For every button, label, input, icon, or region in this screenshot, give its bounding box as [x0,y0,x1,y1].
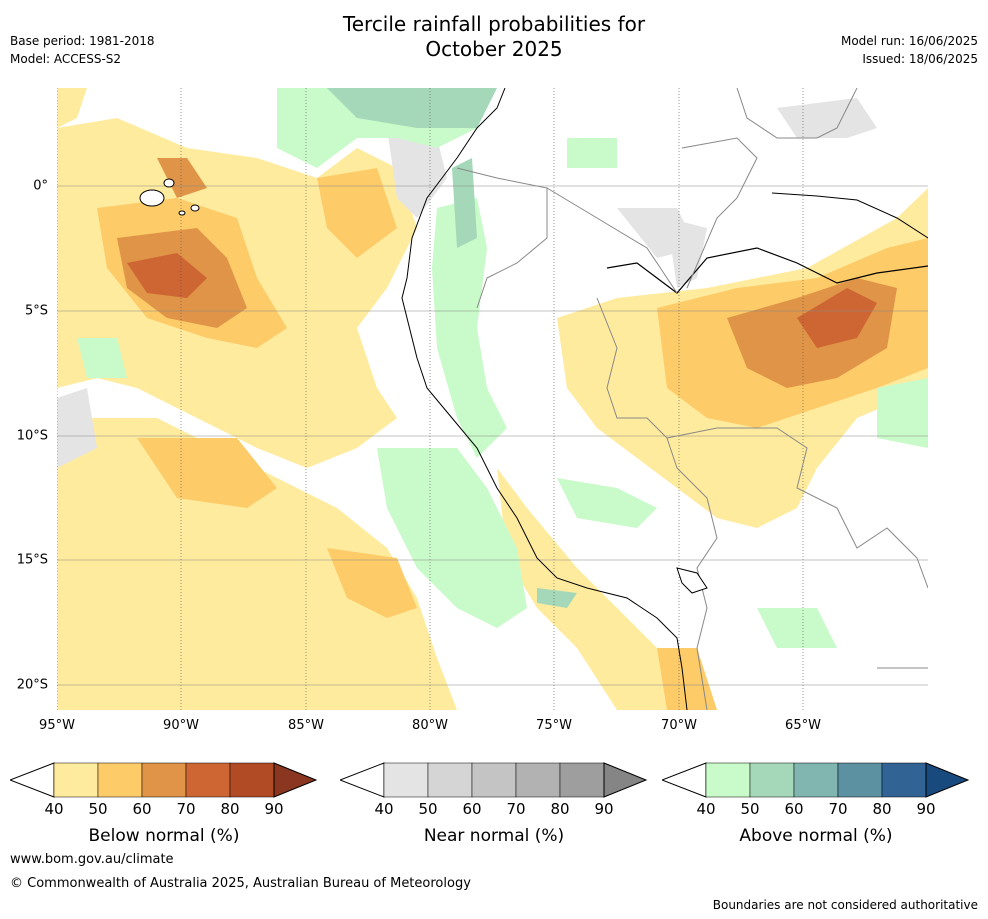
coastline [401,88,688,710]
lat-label-10s: 10°S [16,428,48,444]
lon-label-90w: 90°W [163,718,199,733]
cbar3-tick-50: 50 [740,800,760,818]
meta-left: Base period: 1981-2018 Model: ACCESS-S2 [10,32,155,68]
model-run: Model run: 16/06/2025 [840,34,978,48]
cbar3-seg-4 [881,762,927,798]
colorbar-below-normal [10,762,318,798]
cbar2-tick-50: 50 [418,800,438,818]
cbar3-seg-0 [705,762,751,798]
lat-label-5s: 5°S [24,303,48,319]
cbar3-seg-1 [749,762,795,798]
cbar2-seg-1 [427,762,473,798]
cbar1-tick-90: 90 [264,800,284,818]
lat-label-15s: 15°S [16,552,48,568]
cbar1-seg-4 [229,762,275,798]
lake-titicaca [676,567,708,594]
colorbar-near-normal [340,762,648,798]
near-normal-shading [57,98,877,468]
cbar2-tick-40: 40 [374,800,394,818]
country-borders [456,88,928,710]
cbar3-tick-80: 80 [872,800,892,818]
cbar2-tick-90: 90 [594,800,614,818]
meta-right: Model run: 16/06/2025 Issued: 18/06/2025 [841,32,978,68]
cbar1-seg-1 [97,762,143,798]
map-title: Tercile rainfall probabilities for Octob… [0,12,988,62]
lat-label-20s: 20°S [16,677,48,693]
cbar3-title: Above normal (%) [739,826,893,846]
amazon-river [606,247,928,294]
cbar2-seg-3 [515,762,561,798]
cbar1-seg-2 [141,762,187,798]
cbar1-tick-70: 70 [176,800,196,818]
lon-label-70w: 70°W [661,718,697,733]
amazon-north [771,192,928,239]
model-name: Model: ACCESS-S2 [10,52,122,66]
lon-label-85w: 85°W [288,718,324,733]
cbar3-seg-2 [793,762,839,798]
colorbar-above-normal [662,762,970,798]
lon-label-80w: 80°W [412,718,448,733]
cbar3-tick-90: 90 [916,800,936,818]
above-normal-50 [327,88,577,608]
cbar2-seg-0 [383,762,429,798]
website-link[interactable]: www.bom.gov.au/climate [10,852,174,867]
cbar3-tick-40: 40 [696,800,716,818]
cbar1-seg-3 [185,762,231,798]
cbar2-tick-60: 60 [462,800,482,818]
issued-date: Issued: 18/06/2025 [862,52,978,66]
cbar1-seg-0 [53,762,99,798]
cbar2-title: Near normal (%) [423,826,565,846]
cbar1-tick-50: 50 [88,800,108,818]
cbar2-seg-4 [559,762,605,798]
cbar3-seg-3 [837,762,883,798]
title-line-2: October 2025 [425,37,563,61]
cbar3-tick-60: 60 [784,800,804,818]
cbar3-tick-70: 70 [828,800,848,818]
cbar1-tick-40: 40 [44,800,64,818]
cbar1-title: Below normal (%) [88,826,240,846]
galapagos-islands [139,178,200,216]
lon-label-75w: 75°W [536,718,572,733]
probability-map [57,88,928,710]
lon-label-65w: 65°W [785,718,821,733]
cbar1-tick-80: 80 [220,800,240,818]
cbar2-tick-80: 80 [550,800,570,818]
below-normal-70 [127,253,877,348]
cbar2-tick-70: 70 [506,800,526,818]
lon-label-95w: 95°W [39,718,75,733]
base-period: Base period: 1981-2018 [10,34,155,48]
copyright-text: © Commonwealth of Australia 2025, Austra… [10,876,471,891]
cbar2-seg-2 [471,762,517,798]
lat-label-0: 0° [33,178,48,194]
cbar1-tick-60: 60 [132,800,152,818]
lat-gridlines [57,185,928,686]
title-line-1: Tercile rainfall probabilities for [342,12,646,36]
disclaimer-text: Boundaries are not considered authoritat… [712,898,978,912]
